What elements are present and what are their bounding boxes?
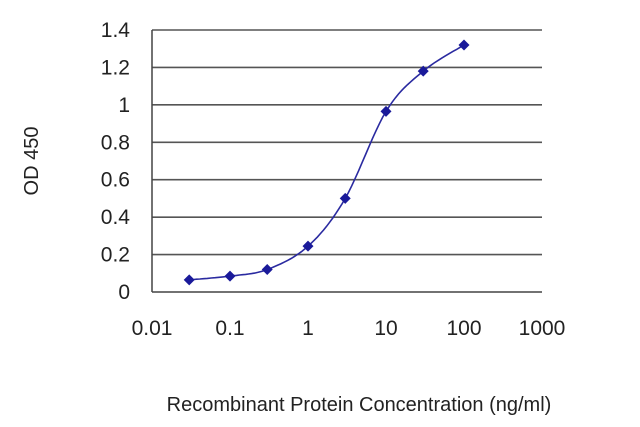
data-markers bbox=[183, 39, 470, 286]
y-tick-label: 1 bbox=[118, 94, 130, 117]
data-point bbox=[380, 105, 392, 117]
y-tick-label: 1.4 bbox=[101, 19, 131, 42]
x-axis-title: Recombinant Protein Concentration (ng/ml… bbox=[167, 394, 552, 416]
y-tick-label: 0.2 bbox=[101, 244, 130, 267]
x-tick-label: 1000 bbox=[519, 317, 566, 340]
data-point bbox=[302, 240, 314, 252]
y-tick-labels: 0 0.2 0.4 0.6 0.8 1 1.2 1.4 bbox=[101, 19, 131, 304]
x-tick-label: 100 bbox=[446, 317, 481, 340]
data-point bbox=[458, 39, 470, 51]
y-tick-label: 0.8 bbox=[101, 131, 130, 154]
y-tick-label: 0 bbox=[118, 281, 130, 304]
x-tick-labels: 0.01 0.1 1 10 100 1000 bbox=[132, 317, 566, 340]
plot-area bbox=[152, 30, 542, 292]
data-point bbox=[183, 274, 195, 286]
data-point bbox=[261, 264, 273, 276]
y-tick-label: 0.4 bbox=[101, 206, 131, 229]
data-point bbox=[224, 270, 236, 282]
x-tick-label: 0.01 bbox=[132, 317, 173, 340]
data-point bbox=[417, 65, 429, 77]
y-axis-title: OD 450 bbox=[21, 127, 43, 196]
x-tick-label: 0.1 bbox=[215, 317, 244, 340]
series-line bbox=[189, 44, 465, 281]
y-tick-label: 1.2 bbox=[101, 56, 130, 79]
grid-lines bbox=[152, 29, 542, 256]
y-tick-label: 0.6 bbox=[101, 169, 130, 192]
x-tick-label: 10 bbox=[374, 317, 397, 340]
data-point bbox=[339, 192, 351, 204]
x-tick-label: 1 bbox=[302, 317, 314, 340]
